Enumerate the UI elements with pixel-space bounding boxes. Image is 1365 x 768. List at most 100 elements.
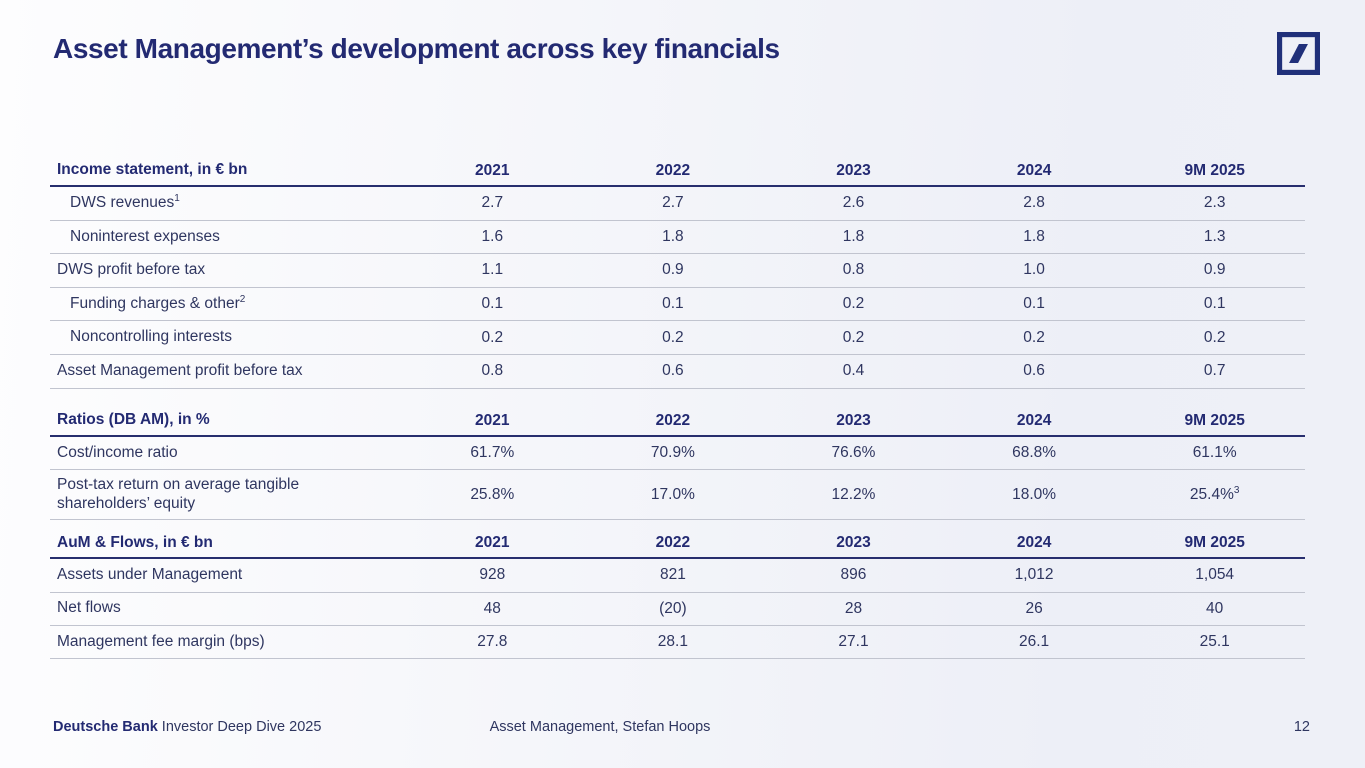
row-label: Assets under Management	[57, 566, 243, 584]
cell-value: 1.8	[662, 227, 684, 245]
cell-value: 25.4%3	[1189, 484, 1240, 503]
cell-value: 2.7	[662, 194, 684, 212]
column-header: 2021	[475, 534, 510, 552]
cell-value: 2.8	[1023, 194, 1045, 212]
column-header: 2023	[836, 411, 871, 429]
cell-value: 70.9%	[650, 443, 695, 461]
cell-value: 76.6%	[831, 443, 876, 461]
cell-value: 1,054	[1195, 566, 1235, 584]
cell-value: 0.2	[481, 328, 504, 346]
table-row: Noncontrolling interests 0.2 0.2 0.2 0.2…	[50, 321, 1305, 355]
income-statement-table: Income statement, in € bn 2021 2022 2023…	[50, 156, 1305, 389]
row-label: Cost/income ratio	[57, 443, 178, 461]
table-row: Funding charges & other2 0.1 0.1 0.2 0.1…	[50, 288, 1305, 322]
row-label: DWS profit before tax	[57, 261, 206, 279]
cell-value: 1.0	[1023, 261, 1045, 279]
column-header: 9M 2025	[1184, 534, 1245, 552]
column-header: 2022	[655, 534, 691, 552]
cell-value: 821	[659, 566, 686, 584]
cell-value: 0.1	[1203, 295, 1226, 313]
cell-value: 1,012	[1014, 566, 1054, 584]
row-label: Asset Management profit before tax	[57, 361, 303, 379]
cell-value: 27.1	[838, 633, 869, 651]
footer-brand: Deutsche Bank	[53, 719, 158, 735]
table-section-title: Ratios (DB AM), in %	[57, 410, 210, 428]
cell-value: 0.2	[662, 328, 684, 346]
cell-value: 2.3	[1203, 194, 1226, 212]
table-row: DWS profit before tax 1.1 0.9 0.8 1.0 0.…	[50, 254, 1305, 288]
column-header: 9M 2025	[1184, 411, 1245, 429]
cell-value: 18.0%	[1012, 485, 1057, 503]
row-label: Funding charges & other2	[70, 293, 246, 312]
cell-value: 27.8	[477, 633, 508, 651]
cell-value: 0.8	[481, 362, 504, 380]
footnote-marker: 3	[1233, 484, 1240, 496]
row-label: Management fee margin (bps)	[57, 632, 265, 650]
income-statement-header-row: Income statement, in € bn 2021 2022 2023…	[50, 156, 1305, 187]
table-section-title: AuM & Flows, in € bn	[57, 533, 213, 551]
cell-value: 12.2%	[831, 485, 876, 503]
row-label: Noncontrolling interests	[70, 328, 232, 346]
cell-value: 0.9	[662, 261, 684, 279]
cell-value: 61.7%	[470, 443, 515, 461]
column-header: 2024	[1016, 534, 1052, 552]
table-row: Cost/income ratio 61.7% 70.9% 76.6% 68.8…	[50, 437, 1305, 471]
cell-value: 2.6	[842, 194, 865, 212]
cell-value: 0.1	[1023, 295, 1045, 313]
row-label: Noninterest expenses	[70, 227, 220, 245]
cell-value: 1.3	[1203, 227, 1226, 245]
cell-value: 928	[479, 566, 506, 584]
footnote-marker: 2	[239, 293, 246, 305]
column-header: 2022	[655, 162, 691, 179]
cell-value: 61.1%	[1192, 443, 1237, 461]
cell-value: 1.6	[481, 227, 504, 245]
aum-flows-table: AuM & Flows, in € bn 2021 2022 2023 2024…	[50, 528, 1305, 660]
table-row: Post-tax return on average tangible shar…	[50, 470, 1305, 521]
row-label: Post-tax return on average tangible shar…	[57, 476, 300, 512]
cell-value: 0.4	[842, 362, 865, 380]
cell-value: 1.1	[481, 261, 504, 279]
ratios-header-row: Ratios (DB AM), in % 2021 2022 2023 2024…	[50, 406, 1305, 437]
column-header: 2021	[475, 162, 510, 179]
table-row: Management fee margin (bps) 27.8 28.1 27…	[50, 626, 1305, 660]
footnote-marker: 1	[174, 192, 180, 204]
cell-value: 0.2	[1023, 328, 1045, 346]
footer-section-title: Asset Management, Stefan Hoops	[489, 719, 711, 735]
column-header: 2022	[655, 411, 691, 429]
cell-value: 68.8%	[1012, 443, 1057, 461]
cell-value: 26.1	[1018, 633, 1050, 651]
cell-value: 28.1	[657, 633, 688, 651]
cell-value: 0.6	[662, 362, 684, 380]
cell-value: 40	[1206, 599, 1224, 617]
cell-value: (20)	[659, 599, 687, 617]
cell-value: 0.1	[481, 295, 504, 313]
cell-value: 0.2	[842, 295, 865, 313]
table-row: Net flows 48 (20) 28 26 40	[50, 593, 1305, 626]
table-row: DWS revenues1 2.7 2.7 2.6 2.8 2.3	[50, 187, 1305, 221]
column-header: 9M 2025	[1184, 162, 1245, 179]
table-section-title: Income statement, in € bn	[57, 161, 248, 179]
cell-value: 17.0%	[650, 485, 695, 503]
cell-value: 48	[483, 599, 501, 617]
table-row: Asset Management profit before tax 0.8 0…	[50, 355, 1305, 389]
cell-value: 0.1	[662, 295, 684, 313]
cell-value: 1.8	[1023, 227, 1045, 245]
cell-value: 25.8%	[470, 485, 515, 503]
column-header: 2024	[1016, 162, 1052, 179]
row-label: DWS revenues1	[70, 192, 180, 211]
cell-value: 2.7	[481, 194, 504, 212]
cell-value: 26	[1025, 599, 1043, 617]
page-number: 12	[1293, 719, 1310, 735]
deutsche-bank-logo-icon	[1277, 32, 1320, 75]
cell-value: 0.8	[842, 261, 865, 279]
cell-value: 896	[840, 566, 867, 584]
row-label: Net flows	[57, 599, 121, 617]
page-title: Asset Management’s development across ke…	[53, 33, 780, 64]
cell-value: 0.6	[1023, 362, 1045, 380]
footer-brand-line: Deutsche Bank Investor Deep Dive 2025	[53, 719, 321, 735]
table-row: Assets under Management 928 821 896 1,01…	[50, 559, 1305, 593]
financial-tables: Income statement, in € bn 2021 2022 2023…	[50, 156, 1305, 660]
column-header: 2023	[836, 534, 871, 552]
column-header: 2024	[1016, 411, 1052, 429]
footer-event: Investor Deep Dive 2025	[157, 719, 322, 735]
